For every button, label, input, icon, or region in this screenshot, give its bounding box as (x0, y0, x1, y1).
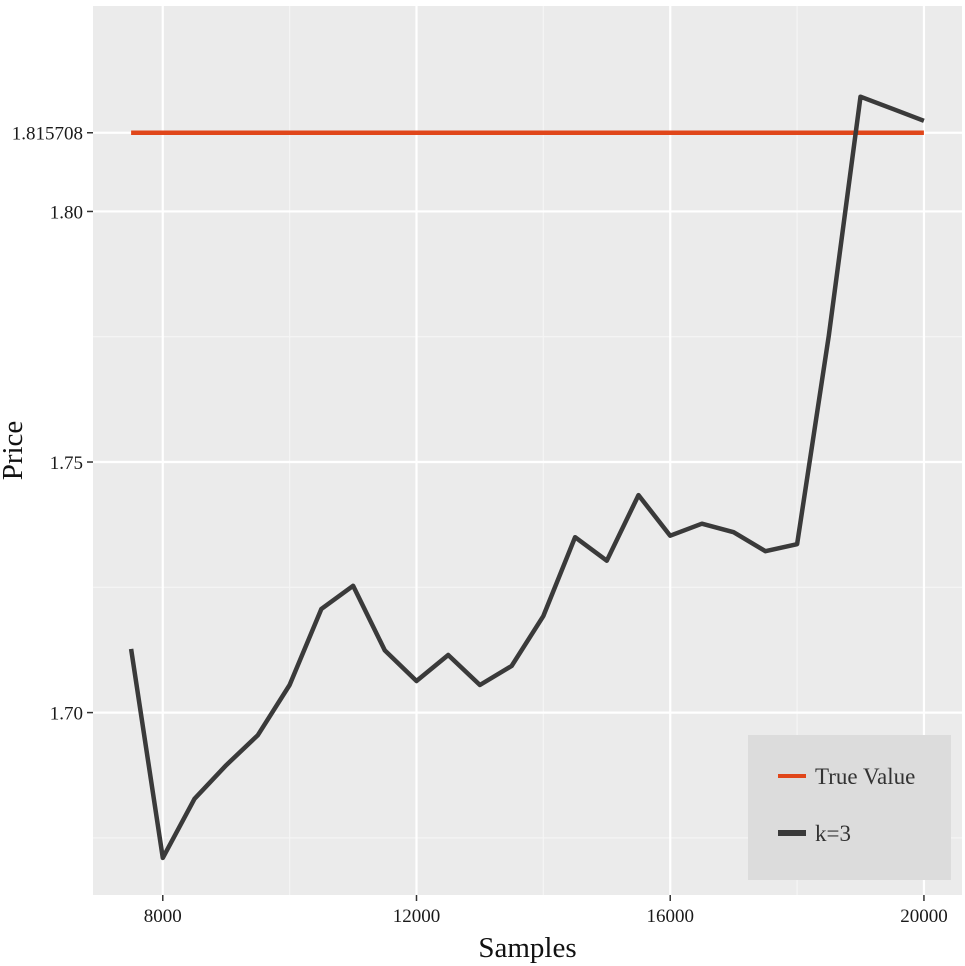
x-axis-ticks: 8000 12000 16000 20000 (144, 895, 948, 927)
x-tick-label: 8000 (144, 906, 182, 927)
y-tick-label: 1.75 (50, 453, 83, 474)
y-tick-label: 1.815708 (12, 124, 83, 145)
x-axis-title: Samples (478, 932, 576, 964)
x-tick-label: 16000 (646, 906, 694, 927)
x-tick-label: 20000 (900, 906, 948, 927)
y-axis-title: Price (0, 421, 29, 481)
legend-background (748, 735, 951, 880)
legend: True Value k=3 (748, 735, 951, 880)
legend-label-true-value: True Value (815, 764, 915, 789)
series-layer (128, 94, 925, 861)
x-tick-label: 12000 (393, 906, 441, 927)
legend-label-k3: k=3 (815, 821, 851, 846)
y-axis-ticks: 1.70 1.75 1.80 1.815708 (12, 124, 93, 725)
y-tick-label: 1.80 (50, 202, 83, 223)
series-line-1 (128, 94, 925, 861)
y-tick-label: 1.70 (50, 704, 83, 725)
